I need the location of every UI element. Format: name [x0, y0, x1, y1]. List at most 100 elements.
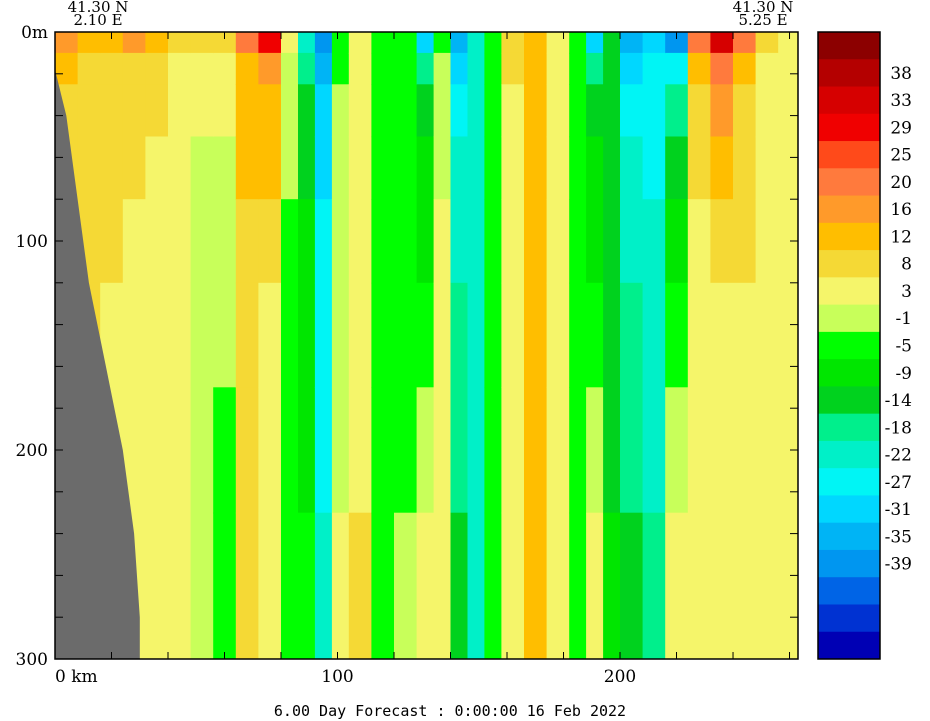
heatmap-cell	[348, 52, 372, 85]
colorbar-label: -31	[885, 500, 912, 520]
heatmap-cell	[484, 52, 502, 85]
heatmap-cell	[314, 52, 333, 85]
heatmap-cell	[190, 199, 214, 284]
heatmap-cell	[371, 199, 395, 284]
heatmap-cell	[467, 282, 486, 388]
heatmap-cell	[733, 387, 757, 514]
colorbar-swatch	[818, 113, 880, 142]
heatmap-cell	[145, 512, 169, 659]
heatmap-cell	[733, 32, 757, 54]
heatmap-cell	[687, 199, 711, 284]
heatmap-cell	[281, 136, 299, 200]
heatmap-cell	[687, 387, 711, 514]
heatmap-cell	[755, 32, 779, 54]
heatmap-cell	[394, 52, 418, 85]
heatmap-cell	[258, 52, 282, 85]
x-tick-label: 0 km	[55, 667, 98, 687]
heatmap-cell	[665, 52, 689, 85]
heatmap-cell	[620, 199, 644, 284]
heatmap-cell	[665, 84, 689, 138]
heatmap-cell	[168, 52, 192, 85]
heatmap-cell	[371, 387, 395, 514]
heatmap-cell	[416, 136, 435, 200]
heatmap-cell	[168, 282, 192, 388]
heatmap-cell	[416, 282, 435, 388]
heatmap-cell	[394, 282, 418, 388]
heatmap-cell	[733, 199, 757, 284]
heatmap-cell	[665, 512, 689, 659]
colorbar-label: 29	[890, 118, 912, 138]
heatmap-cell	[298, 387, 316, 514]
colorbar-swatch	[818, 359, 880, 387]
heatmap-cell	[484, 84, 502, 138]
heatmap-cell	[642, 282, 666, 388]
heatmap-cell	[778, 387, 798, 514]
heatmap-cell	[484, 387, 502, 514]
heatmap-cell	[586, 282, 604, 388]
heatmap-cell	[258, 84, 282, 138]
heatmap-cell	[524, 52, 548, 85]
colorbar-swatch	[818, 59, 880, 88]
heatmap-cell	[710, 52, 734, 85]
heatmap-cell	[77, 84, 101, 138]
heatmap-cell	[168, 136, 192, 200]
heatmap-cell	[298, 199, 316, 284]
heatmap-cell	[314, 199, 333, 284]
heatmap-cell	[501, 52, 525, 85]
heatmap-cell	[100, 52, 124, 85]
heatmap-cell	[524, 84, 548, 138]
colorbar-swatch	[818, 277, 880, 306]
plot-area	[55, 32, 798, 659]
heatmap-cell	[331, 84, 350, 138]
colorbar-swatch	[818, 222, 880, 251]
heatmap-cell	[298, 84, 316, 138]
heatmap-cell	[145, 84, 169, 138]
heatmap-cell	[258, 199, 282, 284]
colorbar-swatch	[818, 195, 880, 224]
heatmap-cell	[620, 136, 644, 200]
heatmap-cell	[569, 199, 587, 284]
heatmap-cell	[484, 136, 502, 200]
heatmap-cell	[314, 136, 333, 200]
heatmap-cell	[546, 512, 570, 659]
heatmap-cell	[546, 387, 570, 514]
colorbar-swatch	[818, 86, 880, 115]
heatmap-cell	[55, 32, 79, 54]
heatmap-cell	[145, 52, 169, 85]
heatmap-cell	[546, 282, 570, 388]
heatmap-cell	[213, 52, 237, 85]
heatmap-cell	[168, 512, 192, 659]
heatmap-cell	[569, 282, 587, 388]
heatmap-cell	[331, 136, 350, 200]
heatmap-cell	[77, 32, 101, 54]
heatmap-cell	[450, 387, 469, 514]
heatmap-cell	[524, 199, 548, 284]
heatmap-cell	[371, 52, 395, 85]
heatmap-cell	[733, 84, 757, 138]
heatmap-cell	[371, 32, 395, 54]
heatmap-cell	[733, 512, 757, 659]
heatmap-cell	[569, 136, 587, 200]
heatmap-cell	[235, 32, 259, 54]
heatmap-cell	[569, 84, 587, 138]
heatmap-cell	[620, 32, 644, 54]
heatmap-cell	[569, 387, 587, 514]
heatmap-cell	[603, 282, 621, 388]
heatmap-cell	[100, 282, 124, 388]
heatmap-cell	[433, 52, 452, 85]
heatmap-cell	[642, 199, 666, 284]
heatmap-cell	[168, 387, 192, 514]
heatmap-cell	[371, 282, 395, 388]
heatmap-cell	[122, 52, 146, 85]
heatmap-cell	[433, 512, 452, 659]
heatmap-cell	[546, 84, 570, 138]
heatmap-cell	[642, 32, 666, 54]
heatmap-cell	[281, 512, 299, 659]
heatmap-cell	[258, 32, 282, 54]
heatmap-cell	[546, 199, 570, 284]
colorbar-label: -22	[885, 446, 912, 466]
heatmap-cell	[501, 387, 525, 514]
colorbar-label: -14	[885, 391, 912, 411]
heatmap-cell	[213, 282, 237, 388]
heatmap-cell	[213, 199, 237, 284]
